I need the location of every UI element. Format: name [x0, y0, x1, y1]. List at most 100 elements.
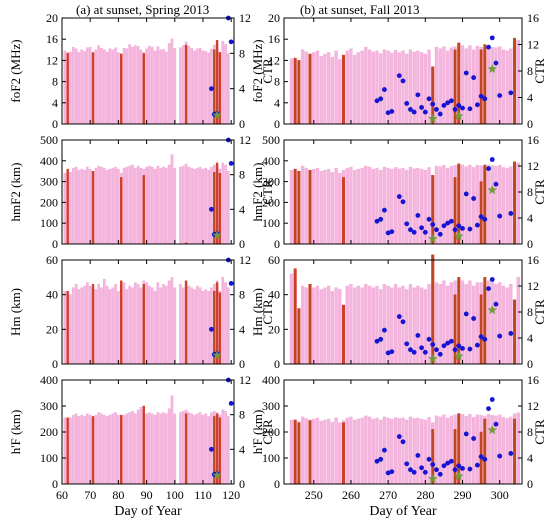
ctr-dot	[497, 213, 503, 219]
ctr-dot	[382, 207, 387, 213]
y2-tick-label: 0	[527, 357, 533, 371]
y2-tick-label: 4	[527, 211, 533, 225]
bar	[100, 287, 103, 365]
y-tick-label: 12	[46, 53, 58, 67]
y-tick-label: 40	[268, 288, 280, 302]
bar	[486, 280, 491, 365]
bar	[83, 169, 86, 245]
bar	[397, 168, 401, 245]
bar	[516, 277, 520, 365]
highlight-bar	[66, 290, 69, 365]
ctr-dot	[422, 349, 428, 355]
bar	[390, 418, 394, 485]
bar	[393, 167, 398, 245]
bar	[300, 416, 305, 485]
ctr-dot	[463, 191, 469, 197]
bar	[71, 167, 75, 245]
bar	[434, 415, 439, 485]
ctr-dot	[508, 331, 514, 336]
y-axis-label: foF2 (MHz)	[8, 39, 23, 102]
bar	[405, 169, 409, 245]
y-tick-label: 20	[268, 11, 280, 25]
bar	[190, 413, 194, 485]
bar	[117, 52, 120, 125]
bar	[69, 294, 72, 365]
bar	[464, 416, 468, 485]
ctr-dot	[400, 319, 406, 325]
y-tick-label: 60	[268, 253, 280, 267]
ctr-dot	[445, 460, 451, 466]
bar	[334, 50, 338, 125]
bar	[114, 284, 117, 365]
bar	[490, 165, 494, 245]
ctr-dot	[460, 226, 465, 231]
bar	[102, 167, 106, 245]
ctr-dot	[456, 223, 462, 229]
y-tick-label: 200	[262, 195, 280, 209]
bar	[442, 46, 446, 125]
ctr-dot	[400, 78, 406, 84]
bar	[122, 282, 126, 365]
ctr-dot	[385, 230, 391, 236]
bar	[356, 285, 361, 365]
bar	[221, 277, 225, 365]
bar	[210, 166, 213, 245]
y2-tick-label: 12	[239, 373, 251, 387]
bar	[460, 414, 465, 485]
bar	[501, 417, 506, 485]
bar	[397, 287, 401, 365]
bar	[190, 48, 194, 125]
y2-tick-label: 12	[239, 133, 251, 147]
ctr-dot	[463, 431, 469, 437]
bar	[379, 169, 383, 245]
ctr-dot	[404, 461, 410, 467]
bar	[187, 166, 191, 245]
bar	[134, 282, 137, 365]
bar	[193, 168, 196, 245]
bar	[460, 164, 465, 245]
bar	[224, 282, 227, 365]
ctr-dot	[374, 458, 380, 464]
y-tick-label: 500	[262, 133, 280, 147]
y2-tick-label: 8	[239, 46, 245, 60]
y2-tick-label: 4	[527, 331, 533, 345]
highlight-bar	[308, 420, 312, 485]
bar	[319, 55, 323, 125]
bar	[71, 287, 75, 365]
bar	[464, 48, 468, 125]
bar	[170, 277, 174, 365]
bar	[165, 167, 168, 245]
bar	[74, 413, 78, 485]
bar	[498, 46, 502, 125]
bar	[190, 287, 194, 365]
y2-tick-label: 4	[239, 82, 245, 96]
bar	[122, 414, 126, 485]
bar	[375, 285, 379, 365]
y-tick-label: 0	[274, 477, 280, 491]
ctr-dot	[415, 333, 421, 338]
bar	[416, 167, 420, 245]
highlight-bar	[66, 168, 69, 245]
bar	[312, 52, 316, 125]
bar	[128, 165, 131, 245]
bar	[159, 413, 162, 485]
bar	[371, 51, 375, 125]
ctr-dot	[474, 462, 480, 468]
y-tick-label: 4	[274, 96, 280, 110]
bar	[379, 289, 383, 365]
y-axis-label: h'F (km)	[250, 410, 265, 455]
plot-frame	[61, 139, 235, 245]
x-tick-label: 250	[305, 488, 323, 502]
bar	[334, 167, 338, 245]
ctr-dot	[482, 96, 488, 102]
bar	[181, 165, 185, 245]
bar	[69, 172, 72, 245]
ctr-dot	[389, 349, 395, 355]
bar	[102, 278, 106, 365]
y-tick-label: 0	[274, 117, 280, 131]
bar	[125, 48, 129, 125]
bar	[117, 414, 120, 485]
bar	[323, 169, 327, 245]
bar	[196, 167, 199, 245]
y2-axis-label: CTR	[532, 299, 547, 325]
